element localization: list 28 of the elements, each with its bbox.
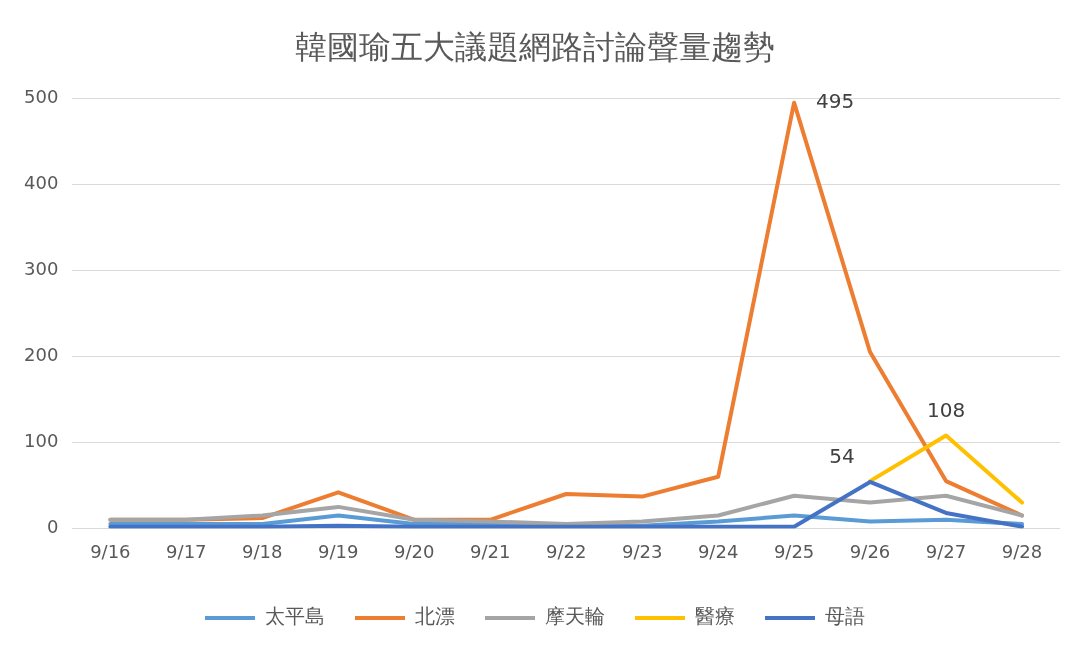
y-tick-label: 500 <box>24 86 59 108</box>
x-tick-label: 9/17 <box>166 540 207 562</box>
x-tick-label: 9/26 <box>849 540 891 562</box>
legend-label: 母語 <box>825 604 865 629</box>
legend-label: 摩天輪 <box>545 604 605 629</box>
data-label: 108 <box>926 397 966 422</box>
x-tick-label: 9/18 <box>242 540 283 562</box>
legend-label: 北漂 <box>415 604 455 629</box>
x-tick-label: 9/23 <box>621 540 663 562</box>
x-tick-label: 9/25 <box>773 540 815 562</box>
x-tick-label: 9/28 <box>1001 540 1043 562</box>
legend-label: 太平島 <box>265 604 325 629</box>
y-tick-label: 300 <box>24 258 59 280</box>
x-tick-label: 9/27 <box>925 540 967 562</box>
data-label: 54 <box>829 444 855 469</box>
x-tick-label: 9/22 <box>545 540 587 562</box>
legend-label: 醫療 <box>695 604 735 629</box>
x-tick-label: 9/20 <box>394 540 435 562</box>
y-tick-label: 200 <box>24 344 59 366</box>
y-tick-label: 0 <box>46 516 59 538</box>
x-tick-label: 9/19 <box>318 540 359 562</box>
data-label: 495 <box>816 88 855 113</box>
y-tick-label: 100 <box>24 430 59 452</box>
y-tick-label: 400 <box>24 172 59 194</box>
x-tick-label: 9/24 <box>697 540 739 562</box>
chart-title: 韓國瑜五大議題網路討論聲量趨勢 <box>295 27 775 66</box>
x-tick-label: 9/16 <box>90 540 131 562</box>
x-tick-label: 9/21 <box>469 540 511 562</box>
